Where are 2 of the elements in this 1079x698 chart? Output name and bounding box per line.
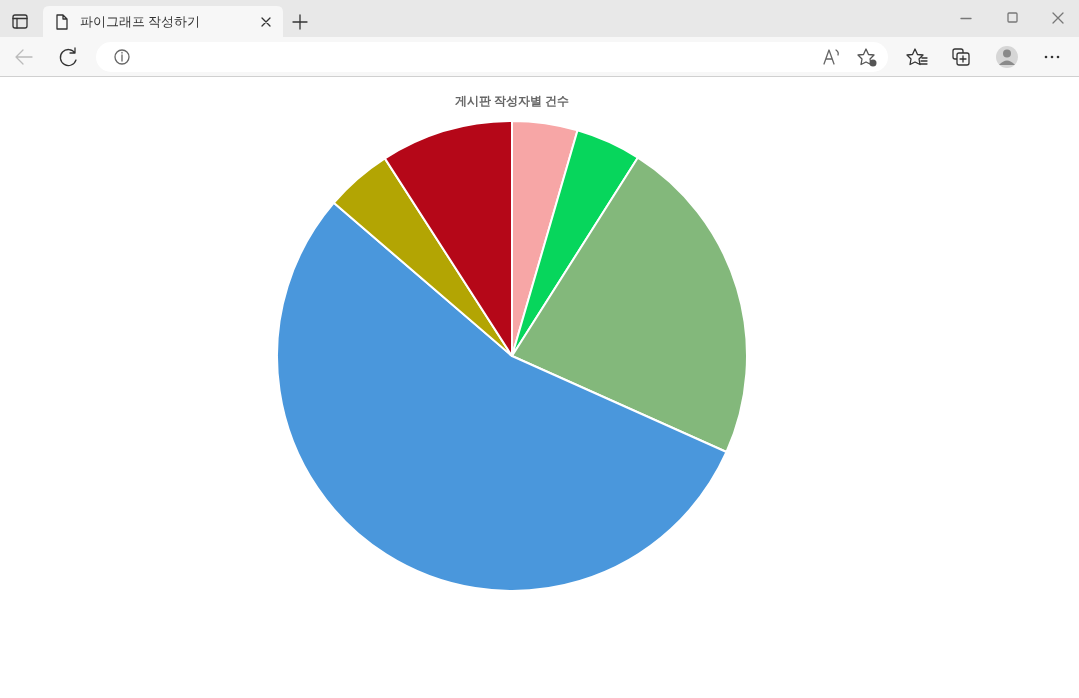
text: 파이그래프 작성하기 — [80, 15, 201, 29]
chart-title: 게시판 작성자별 건수 — [454, 94, 570, 108]
